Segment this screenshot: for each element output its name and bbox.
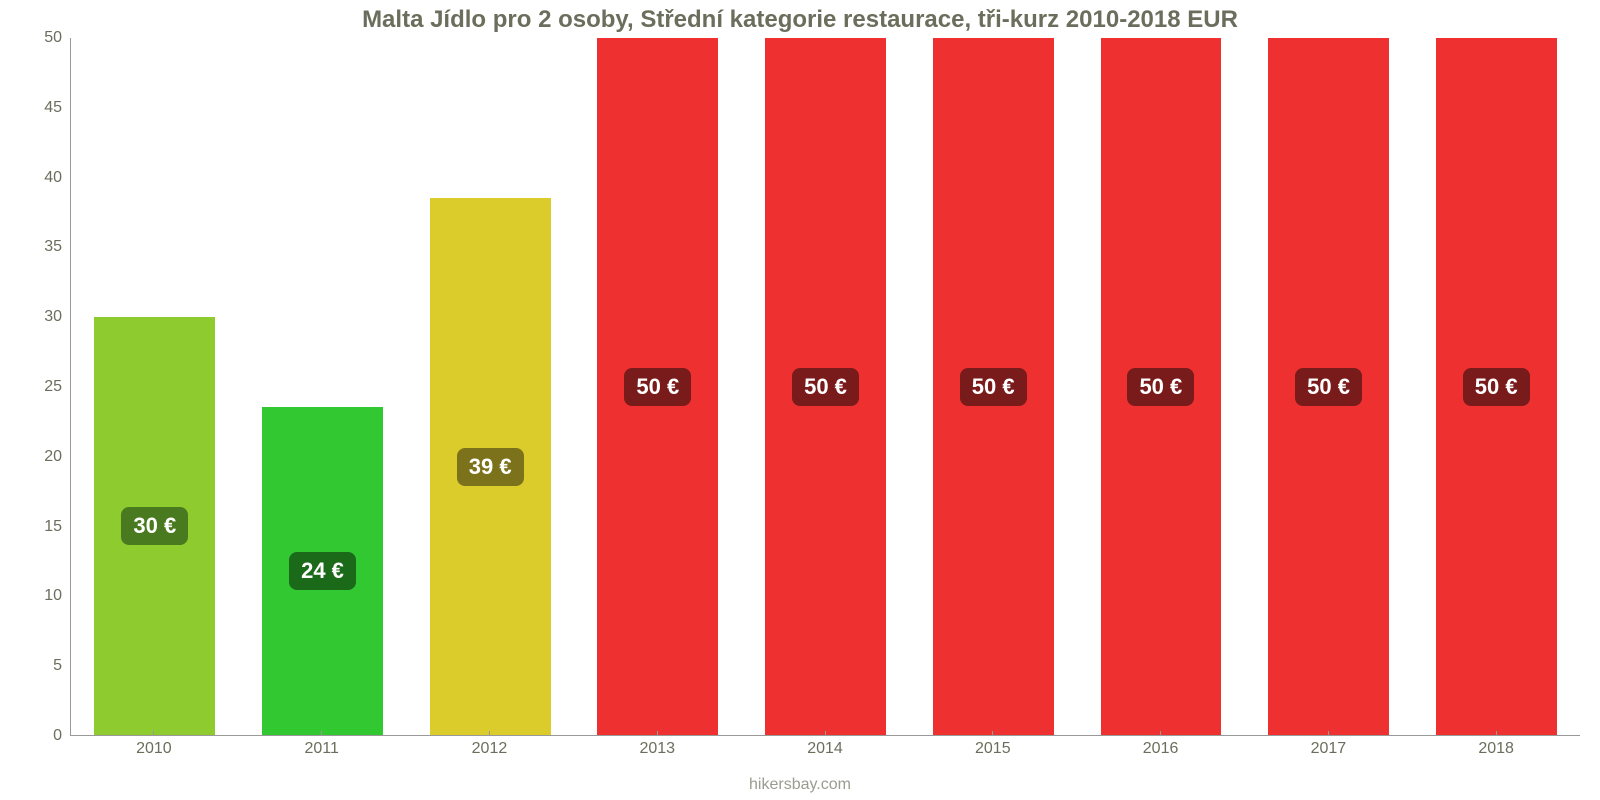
bar-slot: 50 €	[1077, 38, 1245, 735]
bar-value-label: 50 €	[624, 368, 691, 406]
bar: 39 €	[430, 198, 551, 735]
plot-wrap: 05101520253035404550 30 €24 €39 €50 €50 …	[0, 38, 1600, 736]
bar: 50 €	[1101, 38, 1222, 735]
y-tick-label: 50	[44, 29, 62, 47]
bar-value-label: 39 €	[457, 448, 524, 486]
bar: 50 €	[933, 38, 1054, 735]
x-tick-mark	[489, 731, 490, 736]
bar: 50 €	[765, 38, 886, 735]
x-tick-label: 2013	[639, 736, 675, 758]
y-axis: 05101520253035404550	[10, 38, 70, 736]
bar: 24 €	[262, 407, 383, 735]
bar-value-label: 24 €	[289, 552, 356, 590]
chart-title: Malta Jídlo pro 2 osoby, Střední kategor…	[0, 0, 1600, 38]
bar-slot: 50 €	[742, 38, 910, 735]
x-tick-mark	[825, 731, 826, 736]
x-tick-slot: 2014	[741, 736, 909, 776]
bar-slot: 50 €	[574, 38, 742, 735]
bar: 30 €	[94, 317, 215, 735]
bar-slot: 50 €	[909, 38, 1077, 735]
x-tick-label: 2015	[975, 736, 1011, 758]
attribution: hikersbay.com	[0, 776, 1600, 800]
x-tick-slot: 2012	[406, 736, 574, 776]
bar-value-label: 50 €	[1295, 368, 1362, 406]
x-tick-label: 2017	[1311, 736, 1347, 758]
x-tick-mark	[1160, 731, 1161, 736]
bar-slot: 30 €	[71, 38, 239, 735]
x-tick-slot: 2016	[1077, 736, 1245, 776]
y-tick-label: 25	[44, 378, 62, 396]
x-tick-label: 2018	[1478, 736, 1514, 758]
bar-value-label: 50 €	[1463, 368, 1530, 406]
bar-chart: Malta Jídlo pro 2 osoby, Střední kategor…	[0, 0, 1600, 800]
bar-value-label: 50 €	[960, 368, 1027, 406]
x-tick-label: 2016	[1143, 736, 1179, 758]
bar-slot: 50 €	[1412, 38, 1580, 735]
bar-slot: 50 €	[1245, 38, 1413, 735]
bar-slot: 24 €	[239, 38, 407, 735]
x-tick-slot: 2018	[1412, 736, 1580, 776]
y-tick-label: 35	[44, 238, 62, 256]
y-tick-label: 10	[44, 587, 62, 605]
bar: 50 €	[1268, 38, 1389, 735]
y-tick-label: 15	[44, 518, 62, 536]
y-tick-label: 30	[44, 308, 62, 326]
x-tick-label: 2010	[136, 736, 172, 758]
x-tick-mark	[153, 731, 154, 736]
plot-area: 30 € 24 € 39 € 50 € 50 € 50 € 50 € 50 € 50 €	[70, 38, 1580, 736]
bar: 50 €	[1436, 38, 1557, 735]
y-tick-label: 5	[53, 657, 62, 675]
y-tick-label: 20	[44, 448, 62, 466]
x-tick-slot: 2015	[909, 736, 1077, 776]
y-tick-label: 45	[44, 99, 62, 117]
x-tick-label: 2011	[304, 736, 338, 758]
x-tick-slot: 2011	[238, 736, 406, 776]
x-tick-label: 2012	[472, 736, 508, 758]
y-tick-label: 40	[44, 169, 62, 187]
bar-value-label: 50 €	[792, 368, 859, 406]
x-tick-label: 2014	[807, 736, 843, 758]
bar-value-label: 50 €	[1127, 368, 1194, 406]
bar-slot: 39 €	[406, 38, 574, 735]
x-tick-mark	[1328, 731, 1329, 736]
x-tick-mark	[992, 731, 993, 736]
bar-value-label: 30 €	[121, 507, 188, 545]
x-tick-slot: 2013	[573, 736, 741, 776]
x-tick-mark	[321, 731, 322, 736]
bars-container: 30 € 24 € 39 € 50 € 50 € 50 € 50 € 50 € 50 €	[71, 38, 1580, 735]
x-tick-slot: 2010	[70, 736, 238, 776]
x-tick-mark	[1496, 731, 1497, 736]
x-tick-mark	[657, 731, 658, 736]
x-axis: 2010 2011 2012 2013 2014 2015 2016 2017 2018	[0, 736, 1600, 776]
bar: 50 €	[597, 38, 718, 735]
x-tick-slot: 2017	[1244, 736, 1412, 776]
y-tick-label: 0	[53, 727, 62, 745]
